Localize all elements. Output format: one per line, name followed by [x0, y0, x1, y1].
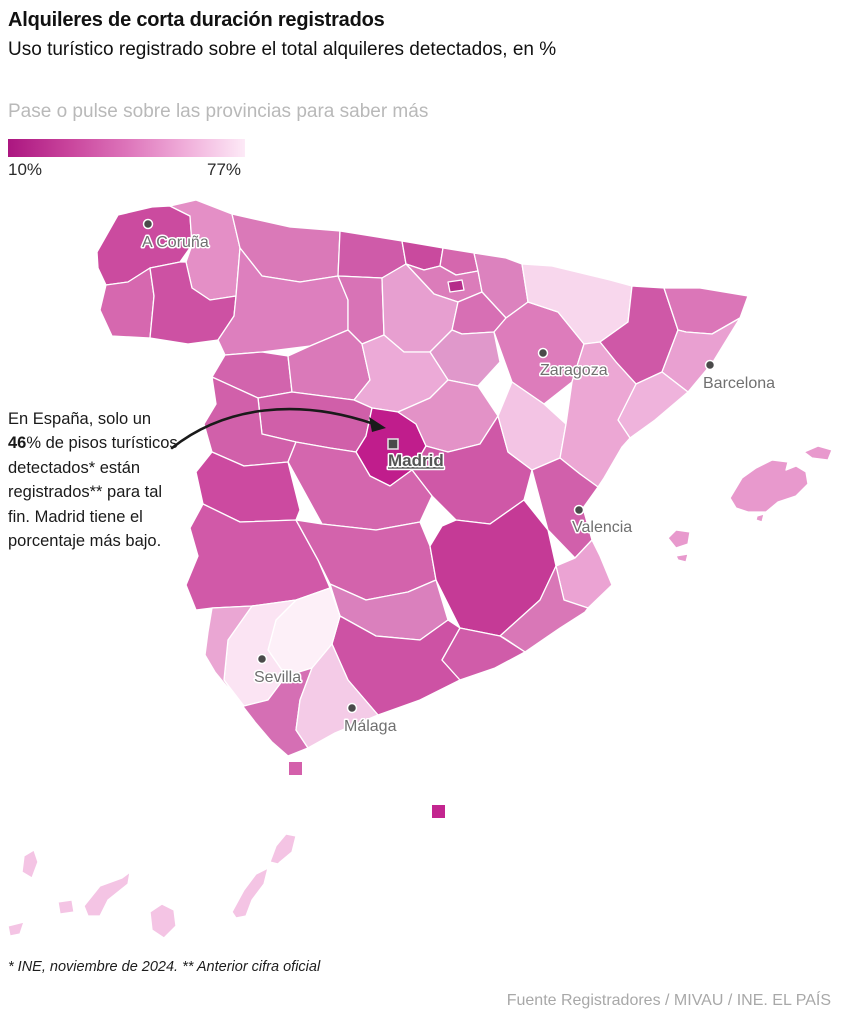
province-mallorca[interactable]: [729, 459, 809, 513]
city-marker-barcelona: [704, 359, 716, 371]
color-legend: 10% 77%: [8, 139, 245, 182]
city-marker-zaragoza: [537, 347, 549, 359]
annotation-arrowhead: [369, 417, 386, 432]
city-marker-malaga: [346, 702, 358, 714]
annotation-prefix: En España, solo un: [8, 410, 152, 428]
city-marker-a-coruna: [142, 218, 154, 230]
legend-min-label: 10%: [8, 160, 43, 179]
province-gran-canaria[interactable]: [149, 903, 177, 939]
interaction-hint: Pase o pulse sobre las provincias para s…: [8, 101, 429, 122]
province-almeria[interactable]: [441, 627, 526, 681]
territory-melilla[interactable]: [432, 805, 445, 818]
header: Alquileres de corta duración registrados…: [8, 8, 828, 62]
province-cabrera[interactable]: [755, 513, 765, 523]
legend-gradient-bar: [8, 139, 245, 157]
city-layer: A Coruña Zaragoza Barcelona Madrid Valencia S…: [141, 218, 777, 737]
annotation-suffix: % de pisos turísticos detectados* están …: [8, 434, 178, 551]
territory-ceuta[interactable]: [289, 762, 302, 775]
city-label-madrid: Madrid: [388, 451, 444, 470]
province-menorca[interactable]: [803, 445, 833, 461]
province-trevino-enclave[interactable]: [447, 279, 465, 293]
city-marker-madrid: [387, 438, 399, 450]
annotation-bold-value: 46: [8, 434, 27, 453]
autonomous-city-layer: [289, 762, 445, 818]
province-a-coruna[interactable]: [96, 205, 193, 286]
province-girona[interactable]: [663, 287, 749, 335]
province-toledo[interactable]: [287, 441, 433, 531]
province-tenerife[interactable]: [83, 871, 131, 917]
province-lanzarote[interactable]: [269, 833, 297, 865]
province-malaga[interactable]: [295, 643, 379, 749]
city-sevilla: Sevilla: [253, 653, 303, 688]
city-valencia: Valencia: [571, 504, 634, 538]
city-barcelona: Barcelona: [702, 359, 777, 394]
page-subtitle: Uso turístico registrado sobre el total …: [8, 39, 557, 60]
province-formentera[interactable]: [675, 553, 689, 563]
annotation-text: En España, solo un 46% de pisos turístic…: [8, 407, 180, 553]
city-zaragoza: Zaragoza: [537, 347, 609, 381]
province-layer: [7, 199, 833, 939]
city-marker-sevilla: [256, 653, 268, 665]
city-label-valencia: Valencia: [572, 519, 632, 536]
city-label-barcelona: Barcelona: [703, 375, 775, 392]
annotation-arrow: [170, 407, 376, 450]
city-madrid: Madrid: [387, 438, 445, 472]
city-label-a-coruna: A Coruña: [142, 234, 209, 251]
page-title: Alquileres de corta duración registrados: [8, 9, 385, 31]
legend-labels: 10% 77%: [8, 160, 245, 182]
city-malaga: Málaga: [343, 702, 398, 737]
source-credit: Fuente Registradores / MIVAU / INE. EL P…: [506, 992, 831, 1009]
province-la-gomera[interactable]: [57, 899, 75, 915]
city-a-coruna: A Coruña: [141, 218, 210, 253]
province-alicante[interactable]: [555, 539, 613, 609]
province-fuerteventura[interactable]: [231, 867, 269, 919]
footnote: * INE, noviembre de 2024. ** Anterior ci…: [8, 959, 321, 975]
province-el-hierro[interactable]: [7, 921, 25, 937]
province-castellon[interactable]: [559, 341, 637, 488]
legend-max-label: 77%: [207, 160, 242, 179]
city-label-malaga: Málaga: [344, 718, 397, 735]
city-label-sevilla: Sevilla: [254, 669, 301, 686]
province-la-palma[interactable]: [21, 849, 39, 879]
city-label-zaragoza: Zaragoza: [540, 362, 608, 379]
city-marker-valencia: [573, 504, 585, 516]
province-ibiza[interactable]: [667, 529, 691, 549]
